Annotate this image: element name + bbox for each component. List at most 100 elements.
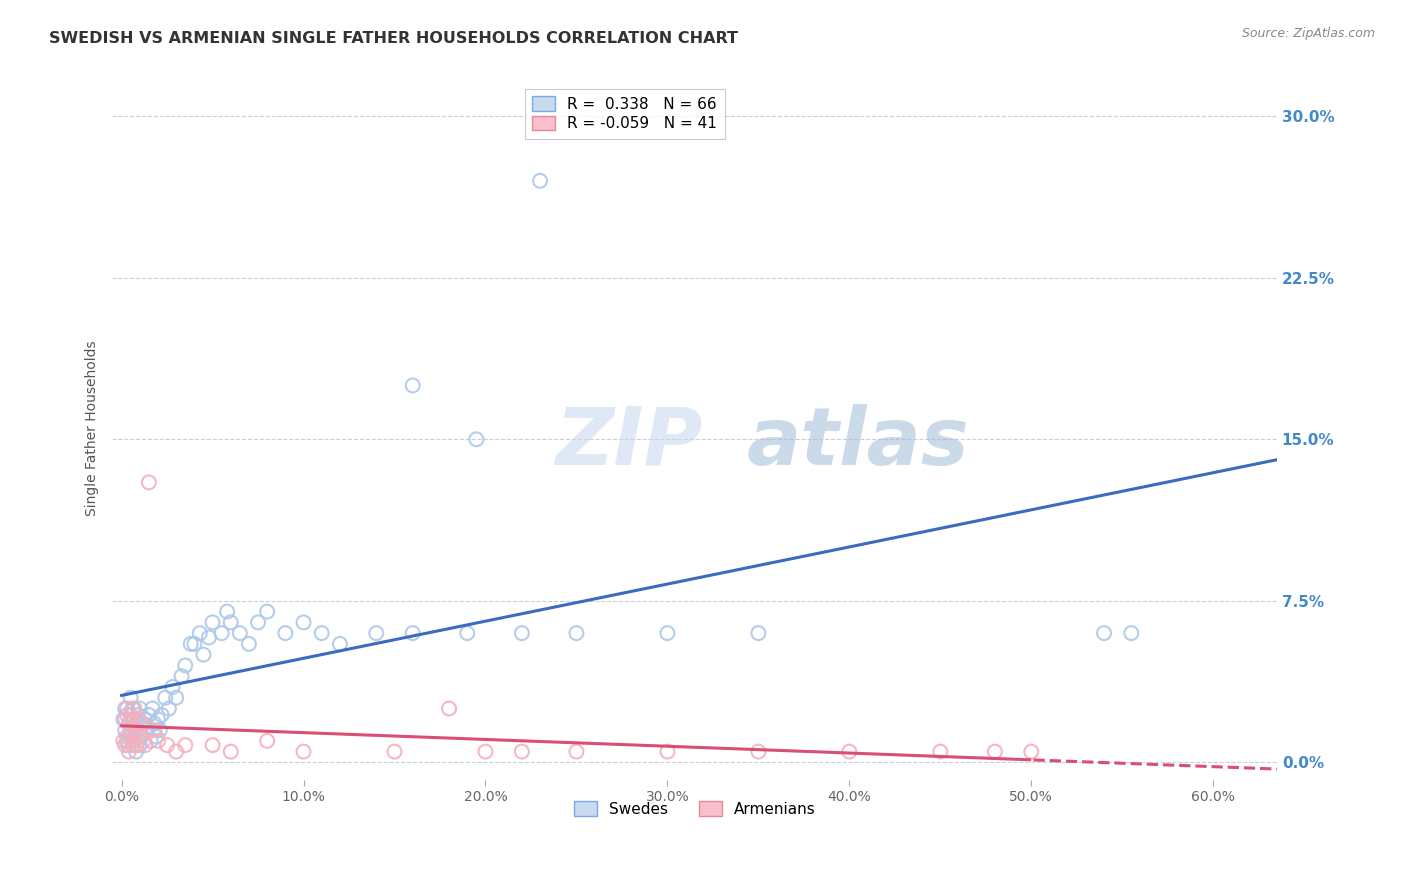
Point xyxy=(329,637,352,651)
Point xyxy=(211,626,233,640)
Point xyxy=(188,626,211,640)
Point xyxy=(136,723,159,737)
Point xyxy=(465,432,488,446)
Point xyxy=(198,631,221,645)
Point xyxy=(134,738,156,752)
Point xyxy=(1121,626,1143,640)
Point xyxy=(402,378,425,392)
Point xyxy=(118,738,141,752)
Point xyxy=(143,716,166,731)
Point xyxy=(657,626,679,640)
Point xyxy=(565,745,588,759)
Point xyxy=(165,690,187,705)
Point xyxy=(174,738,197,752)
Point xyxy=(121,701,143,715)
Point xyxy=(121,738,143,752)
Point xyxy=(118,716,141,731)
Text: ZIP: ZIP xyxy=(555,403,703,482)
Point xyxy=(657,745,679,759)
Point xyxy=(139,734,162,748)
Point xyxy=(180,637,202,651)
Point xyxy=(201,615,224,630)
Point xyxy=(124,712,146,726)
Point xyxy=(229,626,252,640)
Point xyxy=(143,723,166,737)
Point xyxy=(112,712,135,726)
Point xyxy=(292,745,315,759)
Point xyxy=(256,605,278,619)
Point xyxy=(115,730,138,744)
Point xyxy=(125,716,148,731)
Point xyxy=(121,716,143,731)
Point xyxy=(114,712,136,726)
Point xyxy=(156,738,179,752)
Point xyxy=(128,738,150,752)
Point xyxy=(157,701,180,715)
Point xyxy=(112,734,135,748)
Point xyxy=(120,730,142,744)
Point xyxy=(217,605,239,619)
Point xyxy=(510,745,533,759)
Point xyxy=(125,723,148,737)
Point xyxy=(510,626,533,640)
Point xyxy=(219,745,242,759)
Point xyxy=(929,745,952,759)
Point xyxy=(134,712,156,726)
Point xyxy=(1019,745,1042,759)
Point xyxy=(1092,626,1115,640)
Point xyxy=(311,626,333,640)
Point xyxy=(145,730,167,744)
Point xyxy=(256,734,278,748)
Point xyxy=(124,734,146,748)
Point xyxy=(747,626,769,640)
Legend: Swedes, Armenians: Swedes, Armenians xyxy=(567,794,823,824)
Point xyxy=(238,637,260,651)
Point xyxy=(474,745,496,759)
Point xyxy=(183,637,205,651)
Point xyxy=(146,734,169,748)
Point xyxy=(170,669,193,683)
Point xyxy=(247,615,270,630)
Point xyxy=(155,690,177,705)
Point xyxy=(146,712,169,726)
Point xyxy=(149,723,172,737)
Point xyxy=(128,701,150,715)
Point xyxy=(150,708,173,723)
Point xyxy=(115,701,138,715)
Point xyxy=(141,701,163,715)
Point xyxy=(838,745,860,759)
Point xyxy=(114,723,136,737)
Point xyxy=(120,723,142,737)
Point xyxy=(125,745,148,759)
Point xyxy=(437,701,460,715)
Point xyxy=(115,734,138,748)
Point xyxy=(165,745,187,759)
Point xyxy=(124,701,146,715)
Point xyxy=(120,708,142,723)
Point xyxy=(120,690,142,705)
Point xyxy=(118,745,141,759)
Point xyxy=(747,745,769,759)
Point xyxy=(384,745,406,759)
Text: atlas: atlas xyxy=(747,403,970,482)
Point xyxy=(115,708,138,723)
Point xyxy=(402,626,425,640)
Point xyxy=(127,708,149,723)
Point xyxy=(138,475,160,490)
Text: Source: ZipAtlas.com: Source: ZipAtlas.com xyxy=(1241,27,1375,40)
Point xyxy=(118,716,141,731)
Point xyxy=(366,626,388,640)
Point xyxy=(127,712,149,726)
Point xyxy=(131,716,153,731)
Point xyxy=(124,730,146,744)
Point xyxy=(274,626,297,640)
Point xyxy=(132,734,155,748)
Point xyxy=(565,626,588,640)
Point xyxy=(128,730,150,744)
Point xyxy=(193,648,215,662)
Point xyxy=(138,708,160,723)
Point xyxy=(984,745,1007,759)
Point xyxy=(114,701,136,715)
Point xyxy=(201,738,224,752)
Point xyxy=(132,716,155,731)
